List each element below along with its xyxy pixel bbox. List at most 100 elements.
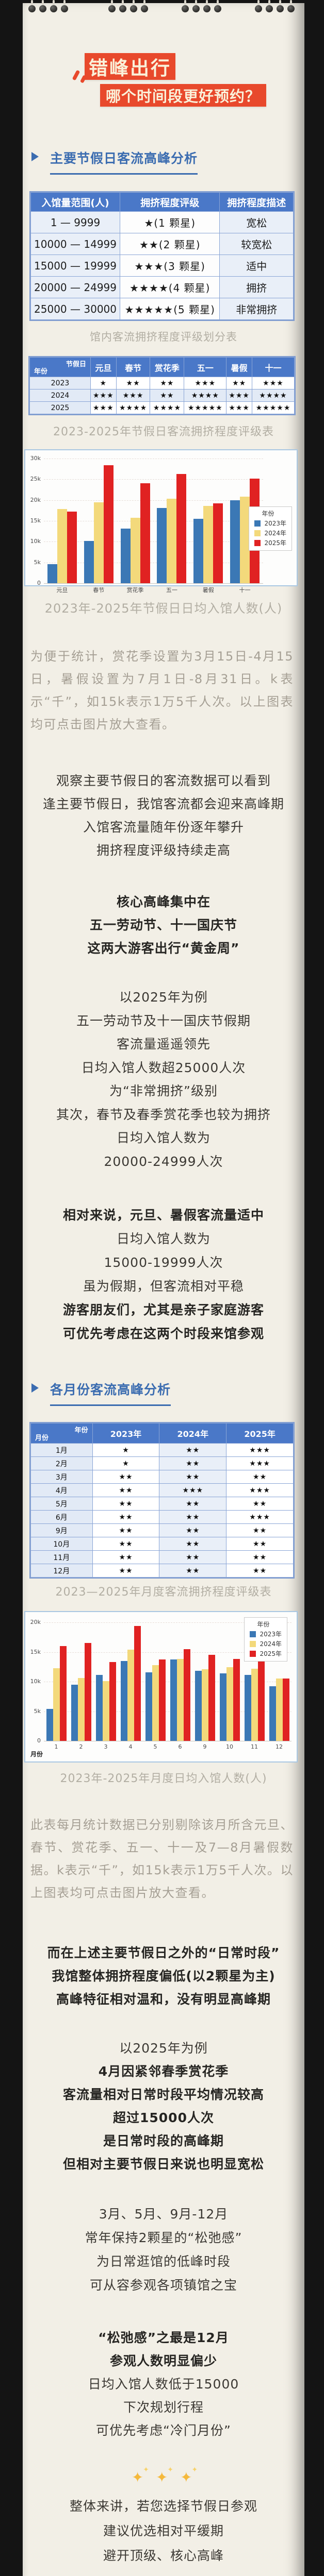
bar-2025年-3 — [109, 1662, 116, 1741]
bar-2023年-10 — [219, 1673, 226, 1741]
section-title: 各月份客流高峰分析 — [50, 1380, 171, 1406]
title-emphasis-mark — [72, 70, 80, 81]
star-rating-cell: ★★★ — [226, 1456, 294, 1470]
column-header: 元旦 — [90, 357, 117, 377]
monthly-visitors-bar-chart[interactable]: 0 5k 10k 15k 20k 1 2 3 4 5 6 9 10 11 12 年份 2023年 2024年 202… — [24, 1611, 298, 1762]
star-rating-cell: ★★ — [150, 389, 185, 402]
rating-cell: 1 — 9999 — [30, 211, 121, 233]
bar-2025年-5 — [158, 1659, 166, 1741]
bar-2024年-4 — [127, 1649, 134, 1741]
binder-ring-icon — [50, 0, 57, 14]
bar-group — [44, 459, 80, 583]
row-label: 5月 — [30, 1497, 93, 1511]
bar-group — [44, 1622, 69, 1741]
column-header: 五一 — [184, 357, 227, 377]
rating-cell: ★★★★(4 颗星) — [120, 276, 220, 298]
rating-cell: 非常拥挤 — [219, 298, 294, 320]
x-axis-tick-label: 12 — [276, 1743, 283, 1750]
star-rating-cell: ★★ — [92, 1497, 160, 1511]
bar-2023年-十一 — [230, 500, 240, 583]
row-label: 10月 — [30, 1537, 93, 1551]
table-row: 25000 — 30000 ★★★★★(5 颗星) 非常拥挤 — [30, 298, 294, 320]
text-line: 五一劳动节及十一国庆节假期 — [76, 1013, 251, 1028]
plot-area — [44, 1622, 291, 1741]
rating-cell: ★(1 颗星) — [120, 211, 220, 233]
row-label: 3月 — [30, 1470, 93, 1484]
star-rating-cell: ★★★★★ — [251, 401, 295, 414]
legend-item: 2025年 — [250, 1649, 282, 1658]
table-row: 20000 — 24999 ★★★★(4 颗星) 拥挤 — [30, 276, 294, 298]
y-axis-tick-label: 20k — [30, 496, 41, 503]
text-line: 可优先考虑“冷门月份” — [96, 2423, 231, 2438]
text-block-december-lowest: “松弛感”之最是12月 参观人数明显偏少 日均入馆人数低于15000 下次规划行程 可优… — [23, 2326, 304, 2442]
star-rating-cell: ★★ — [159, 1510, 227, 1524]
star-rating-cell: ★★★ — [251, 377, 295, 389]
text-line: 其次，春节及春季赏花季也较为拥挤 — [56, 1107, 271, 1122]
text-line: 整体来讲，若您选择节假日参观 — [69, 2499, 257, 2514]
binder-ring-icon — [266, 0, 273, 14]
y-axis-tick-label: 5k — [34, 558, 41, 566]
text-line: 游客朋友们，尤其是亲子家庭游客 — [62, 1302, 264, 1317]
bar-group — [217, 1622, 242, 1741]
legend-swatch-icon — [250, 1640, 256, 1647]
x-axis-tick-label: 暑假 — [202, 587, 214, 594]
star-rating-cell: ★★★ — [90, 389, 117, 402]
star-rating-cell: ★★ — [92, 1550, 160, 1564]
legend-swatch-icon — [254, 530, 261, 536]
column-header: 2025年 — [226, 1423, 294, 1444]
row-label: 2024 — [29, 389, 91, 402]
legend-item: 2023年 — [254, 519, 286, 528]
bar-2025年-9 — [208, 1655, 215, 1741]
bar-2025年-元旦 — [67, 512, 77, 583]
star-rating-cell: ★★★ — [226, 389, 252, 402]
bar-2023年-春节 — [84, 540, 94, 583]
x-axis-tick-label: 2 — [79, 1743, 83, 1750]
binder-ring-icon — [141, 0, 148, 14]
text-line: 20000-24999人次 — [104, 1154, 223, 1169]
section-header-monthly: 各月份客流高峰分析 — [23, 1380, 304, 1406]
row-label: 11月 — [30, 1550, 93, 1564]
legend-item: 2024年 — [254, 529, 286, 537]
star-rating-cell: ★★★ — [226, 1483, 294, 1497]
table-row: 2月 ★ ★★ ★★★ — [30, 1456, 294, 1470]
star-rating-cell: ★★ — [92, 1470, 160, 1484]
text-line: 客流量遥遥领先 — [116, 1037, 210, 1052]
text-block-example-2025-holiday: 以2025年为例 五一劳动节及十一国庆节假期 客流量遥遥领先 日均入馆人数超25000… — [23, 986, 304, 1173]
star-rating-cell: ★★ — [159, 1497, 227, 1511]
bar-2023年-赏花季 — [120, 528, 131, 583]
text-block-example-2025-month: 以2025年为例 4月因紧邻春季赏花季 客流量相对日常时段平均情况较高 超过15000… — [23, 2037, 304, 2176]
table-row: 1月 ★ ★★ ★★★ — [30, 1443, 294, 1457]
text-line: 可从容参观各项镇馆之宝 — [89, 2278, 237, 2293]
plot-area — [44, 459, 263, 584]
rating-cell: 较宽松 — [219, 233, 294, 255]
star-rating-cell: ★★★★ — [150, 401, 185, 414]
bar-2025年-10 — [233, 1659, 240, 1741]
y-axis-tick-label: 5k — [34, 1707, 41, 1715]
chart-caption: 2023年-2025年节假日日均入馆人数(人) — [44, 601, 283, 616]
legend-swatch-icon — [254, 539, 261, 546]
y-axis-tick-label: 10k — [30, 1678, 41, 1685]
monthly-rating-table[interactable]: 年份 月份 2023年 2024年 2025年 1月 ★ ★★ ★★★ 2月 ★ ★★ ★★★ 3月 ★★ ★… — [30, 1423, 294, 1578]
bar-group — [242, 1622, 267, 1741]
row-label: 2025 — [29, 401, 91, 414]
legend-label: 2023年 — [264, 520, 286, 527]
text-line: 拥挤程度评级持续走高 — [96, 843, 231, 858]
crowding-rating-table[interactable]: 入馆量范围(人) 拥挤程度评级 拥挤程度描述 1 — 9999 ★(1 颗星) 宽松 100… — [30, 192, 294, 320]
table-row: 12月 ★★ ★★ ★★ — [30, 1564, 294, 1578]
holiday-rating-table[interactable]: 节假日 年份 元旦 春节 赏花季 五一 暑假 十一 2023 ★ ★★ ★★ ★★★ ★★ ★★★ 2024 ★… — [29, 357, 295, 414]
text-line: 避开顶级、核心高峰 — [103, 2548, 224, 2563]
bar-2023年-2 — [71, 1684, 78, 1741]
holiday-visitors-bar-chart[interactable]: 0 5k 10k 15k 20k 25k 30k 元旦 春节 赏花季 五一 暑假 十一 年份 2023年 20… — [24, 449, 298, 594]
bar-2023年-11 — [244, 1675, 251, 1741]
star-rating-cell: ★★ — [159, 1443, 227, 1457]
text-line: 为“非常拥挤”级别 — [109, 1083, 218, 1098]
binder-ring-icon — [182, 0, 189, 14]
bar-2025年-五一 — [176, 473, 187, 583]
star-rating-cell: ★★★ — [226, 401, 252, 414]
binder-rings — [0, 0, 324, 18]
y-axis-tick-label: 20k — [30, 1619, 41, 1625]
binder-ring-icon — [61, 0, 68, 14]
rating-cell: 15000 — 19999 — [30, 255, 121, 277]
table-row: 5月 ★★ ★★ ★★ — [30, 1497, 294, 1511]
legend-label: 2025年 — [264, 539, 286, 547]
